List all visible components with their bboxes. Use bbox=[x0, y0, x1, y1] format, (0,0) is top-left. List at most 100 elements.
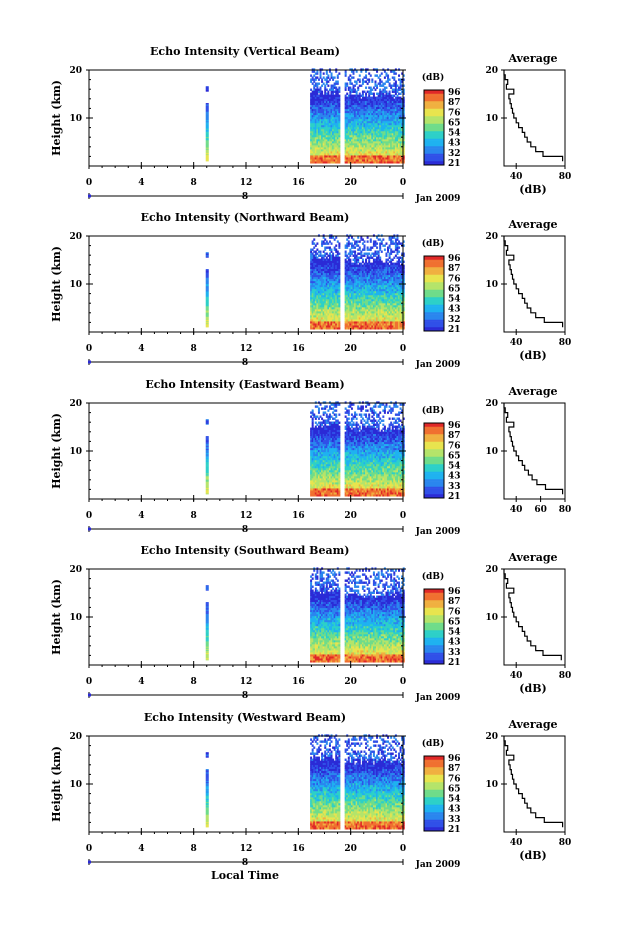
colorbar-segment bbox=[424, 307, 444, 309]
x-tick-label: 16 bbox=[292, 178, 305, 188]
colorbar-segment bbox=[424, 318, 444, 320]
colorbar-segment bbox=[424, 133, 444, 135]
day-bar-marker bbox=[88, 195, 91, 198]
colorbar-segment bbox=[424, 113, 444, 115]
colorbar-segment bbox=[424, 320, 444, 322]
colorbar-segment bbox=[424, 158, 444, 160]
heatmap-cells bbox=[206, 68, 405, 163]
x-tick-label: 8 bbox=[191, 344, 197, 354]
colorbar-segment bbox=[424, 137, 444, 139]
colorbar-segment bbox=[424, 324, 444, 326]
profile-x-tick-label: 80 bbox=[559, 172, 572, 182]
colorbar-unit: (dB) bbox=[422, 72, 444, 83]
x-tick-label: 0 bbox=[86, 344, 92, 354]
heatmap-cell bbox=[318, 82, 320, 84]
heatmap-cell bbox=[384, 248, 386, 250]
colorbar-segment bbox=[424, 292, 444, 294]
colorbar-tick-label: 96 bbox=[448, 254, 461, 264]
colorbar-segment bbox=[424, 150, 444, 152]
colorbar-tick-label: 65 bbox=[448, 118, 461, 128]
colorbar-segment bbox=[424, 105, 444, 107]
colorbar-segment bbox=[424, 262, 444, 264]
heatmap-cell bbox=[395, 72, 397, 74]
colorbar-segment bbox=[424, 273, 444, 275]
colorbar-segment bbox=[424, 126, 444, 128]
heatmap-cell bbox=[363, 240, 365, 242]
heatmap-cell bbox=[313, 238, 315, 240]
heatmap-cell bbox=[376, 246, 378, 248]
colorbar-segment bbox=[424, 271, 444, 273]
colorbar-tick-label: 43 bbox=[448, 139, 461, 149]
colorbar-segment bbox=[424, 128, 444, 130]
heatmap-cell bbox=[365, 74, 367, 76]
profile-frame bbox=[504, 236, 565, 332]
heatmap-cell bbox=[206, 419, 209, 420]
heatmap-cell bbox=[385, 87, 387, 89]
colorbar-segment bbox=[424, 267, 444, 269]
colorbar-segment bbox=[424, 264, 444, 266]
colorbar-segment bbox=[424, 265, 444, 267]
heatmap-cell bbox=[373, 93, 375, 95]
heatmap-cell bbox=[335, 244, 337, 246]
heatmap-cell bbox=[337, 80, 339, 82]
heatmap-cell bbox=[368, 78, 370, 80]
heatmap-cell bbox=[374, 80, 376, 82]
heatmap-cell bbox=[327, 74, 329, 76]
heatmap-cell bbox=[334, 76, 336, 78]
colorbar-segment bbox=[424, 122, 444, 124]
heatmap-cell bbox=[362, 259, 364, 261]
colorbar-segment bbox=[424, 144, 444, 146]
colorbar-segment bbox=[424, 129, 444, 131]
colorbar-segment bbox=[424, 288, 444, 290]
heatmap-cell bbox=[320, 251, 322, 253]
heatmap-cell bbox=[332, 253, 334, 255]
colorbar-tick-label: 32 bbox=[448, 315, 461, 325]
colorbar-segment bbox=[424, 131, 444, 133]
panel-title: Echo Intensity (Eastward Beam) bbox=[145, 378, 344, 391]
x-tick-label: 4 bbox=[138, 178, 144, 188]
x-tick-label: 0 bbox=[400, 344, 406, 354]
heatmap-cell bbox=[398, 246, 400, 248]
colorbar-segment bbox=[424, 275, 444, 277]
profile-x-tick-label: 40 bbox=[510, 172, 523, 182]
heatmap-cell bbox=[357, 236, 359, 238]
colorbar-segment bbox=[424, 303, 444, 305]
heatmap-cell bbox=[335, 236, 337, 238]
colorbar-segment bbox=[424, 148, 444, 150]
day-label: 8 bbox=[242, 358, 248, 368]
colorbar-segment bbox=[424, 101, 444, 103]
heatmap-cell bbox=[370, 74, 372, 76]
profile-y-tick-label: 20 bbox=[485, 66, 498, 76]
colorbar-segment bbox=[424, 258, 444, 260]
heatmap-cell bbox=[371, 78, 373, 80]
x-tick-label: 16 bbox=[292, 344, 305, 354]
colorbar-tick-label: 43 bbox=[448, 305, 461, 315]
heatmap-cells bbox=[206, 234, 405, 329]
heatmap-cell bbox=[395, 80, 397, 82]
heatmap-cell bbox=[354, 251, 356, 253]
colorbar-segment bbox=[424, 322, 444, 324]
colorbar-unit: (dB) bbox=[422, 238, 444, 249]
colorbar-segment bbox=[424, 154, 444, 156]
heatmap-cell bbox=[356, 70, 358, 72]
colorbar-tick-label: 21 bbox=[448, 159, 461, 169]
heatmap-cell bbox=[338, 257, 340, 259]
y-tick-label: 10 bbox=[69, 280, 82, 290]
day-label: 8 bbox=[242, 192, 248, 202]
heatmap-cell bbox=[316, 70, 318, 72]
heatmap-cell bbox=[398, 251, 400, 253]
heatmap-cell bbox=[385, 242, 387, 244]
panel-title: Echo Intensity (Northward Beam) bbox=[141, 211, 350, 224]
y-axis-label: Height (km) bbox=[50, 246, 63, 322]
colorbar-segment bbox=[424, 260, 444, 262]
heatmap-cell bbox=[338, 242, 340, 244]
heatmap-cell bbox=[338, 72, 340, 74]
heatmap-cells bbox=[206, 401, 405, 496]
heatmap-cell bbox=[370, 238, 372, 240]
colorbar-tick-label: 76 bbox=[448, 108, 461, 118]
y-tick-label: 10 bbox=[69, 114, 82, 124]
profile-y-tick-label: 10 bbox=[485, 280, 498, 290]
